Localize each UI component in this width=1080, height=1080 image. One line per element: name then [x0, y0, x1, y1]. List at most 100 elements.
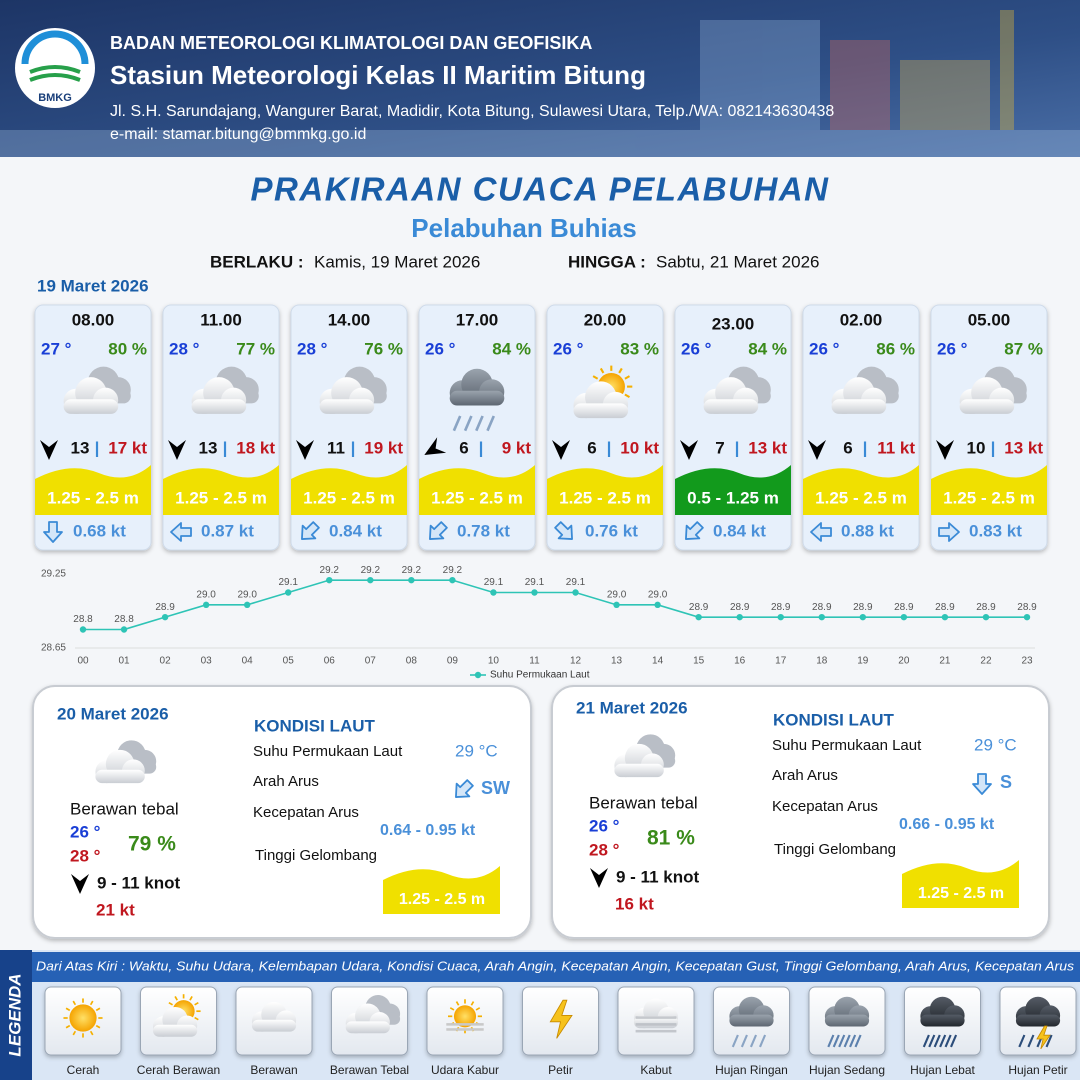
sst-point	[285, 589, 292, 596]
rain-drop	[731, 1034, 739, 1048]
sst-point	[695, 613, 702, 621]
x-tick-label: 04	[242, 656, 254, 667]
sst-value-label: 28.9	[689, 602, 709, 613]
card-separator: |	[991, 438, 996, 457]
current-speed: 0.64 - 0.95 kt	[380, 822, 476, 839]
panel-humidity: 81 %	[647, 827, 695, 850]
fog-line	[635, 1029, 677, 1033]
current-speed: 0.66 - 0.95 kt	[899, 816, 995, 833]
haze-line	[446, 1023, 484, 1026]
sun-ray	[95, 1024, 101, 1029]
weather-icon	[191, 366, 259, 414]
sst-label: Suhu Permukaan Laut	[253, 743, 403, 760]
cloud-part	[614, 763, 664, 778]
sun-ray	[168, 1001, 173, 1006]
sst-point	[490, 589, 497, 596]
rain-drop	[939, 1034, 947, 1048]
x-tick-label: 14	[652, 656, 664, 667]
current-direction: SW	[481, 778, 510, 798]
validity-to: Sabtu, 21 Maret 2026	[656, 252, 820, 271]
sun-ray	[624, 393, 631, 399]
x-tick-label: 19	[857, 656, 869, 667]
rain-drop	[759, 1034, 767, 1048]
rain-drop	[838, 1034, 846, 1048]
legend-item-label: Hujan Sedang	[809, 1063, 885, 1077]
panel-wind: 9 - 11 knot	[97, 873, 180, 892]
wind-direction-arrow	[168, 440, 186, 460]
card-wave-height: 1.25 - 2.5 m	[47, 488, 139, 507]
card-wave-height: 1.25 - 2.5 m	[175, 488, 267, 507]
wave-band	[419, 465, 535, 515]
panel-temp-min: 26 °	[589, 816, 620, 835]
panel-wave-band	[383, 866, 500, 914]
card-gust: 11 kt	[877, 438, 915, 457]
cloud-part	[319, 399, 375, 414]
wave-band	[547, 465, 663, 515]
station-name: Stasiun Meteorologi Kelas II Maritim Bit…	[110, 60, 646, 90]
card-current-speed: 0.84 kt	[329, 521, 382, 540]
sun-ray	[624, 375, 631, 380]
sst-point	[79, 626, 87, 633]
rain-drop	[922, 1034, 930, 1048]
cloud-part	[959, 399, 1015, 414]
x-tick-label: 03	[201, 656, 213, 667]
sst-point	[408, 576, 415, 584]
cloud-part	[95, 769, 145, 784]
card-wave-height: 1.25 - 2.5 m	[559, 488, 651, 507]
wave-label: Tinggi Gelombang	[774, 841, 896, 858]
lightning	[1036, 1025, 1051, 1050]
panel-condition: Berawan tebal	[70, 799, 179, 818]
cloud-part	[703, 399, 759, 414]
card-humidity: 84 %	[492, 339, 531, 358]
weather-icon	[1015, 996, 1061, 1050]
legend-label: Suhu Permukaan Laut	[490, 670, 590, 681]
card-humidity: 80 %	[108, 339, 147, 358]
x-tick-label: 08	[406, 656, 418, 667]
sst-point	[654, 601, 661, 609]
rain-drop	[944, 1034, 952, 1048]
card-wind-speed: 13	[199, 438, 218, 457]
x-tick-label: 20	[898, 656, 910, 667]
weather-icon	[549, 999, 573, 1039]
card-current-speed: 0.88 kt	[841, 521, 894, 540]
card-separator: |	[223, 438, 228, 457]
rain-drop	[1027, 1034, 1035, 1048]
sst-value-label: 29.1	[484, 577, 504, 588]
legend-item-label: Cerah	[67, 1063, 100, 1077]
card-current-speed: 0.84 kt	[713, 521, 766, 540]
card-temperature: 28 °	[169, 339, 200, 358]
weather-icon	[251, 1001, 297, 1032]
sun-ray	[72, 1030, 77, 1036]
card-wind-speed: 6	[843, 438, 852, 457]
panel-wave-height: 1.25 - 2.5 m	[399, 891, 485, 908]
card-time: 23.00	[712, 314, 755, 333]
sun-ray	[194, 1016, 199, 1021]
x-tick-label: 12	[570, 656, 582, 667]
card-humidity: 87 %	[1004, 339, 1043, 358]
cloud-part	[449, 390, 505, 406]
card-humidity: 84 %	[748, 339, 787, 358]
rain-drop	[849, 1034, 857, 1048]
sst-point	[243, 601, 251, 609]
sst-point	[982, 613, 990, 621]
cloud-part	[153, 1024, 198, 1037]
legend-side	[0, 950, 32, 1080]
rain-drop	[827, 1034, 835, 1048]
rain-drop	[486, 415, 496, 432]
x-tick-label: 21	[939, 656, 951, 667]
sst-point	[120, 626, 128, 633]
weather-icon	[319, 366, 387, 414]
card-wind-speed: 10	[967, 438, 986, 457]
sst-value-label: 29.2	[320, 565, 340, 576]
weather-icon	[63, 998, 103, 1038]
x-tick-label: 00	[77, 656, 89, 667]
rain-drop	[854, 1034, 862, 1048]
sun-ray	[599, 367, 605, 374]
current-speed-label: Kecepatan Arus	[253, 804, 359, 821]
card-humidity: 77 %	[236, 339, 275, 358]
x-tick-label: 06	[324, 656, 336, 667]
legend-item-label: Udara Kabur	[431, 1063, 499, 1077]
logo-text: BMKG	[38, 92, 72, 104]
legend-strip	[32, 952, 1080, 982]
